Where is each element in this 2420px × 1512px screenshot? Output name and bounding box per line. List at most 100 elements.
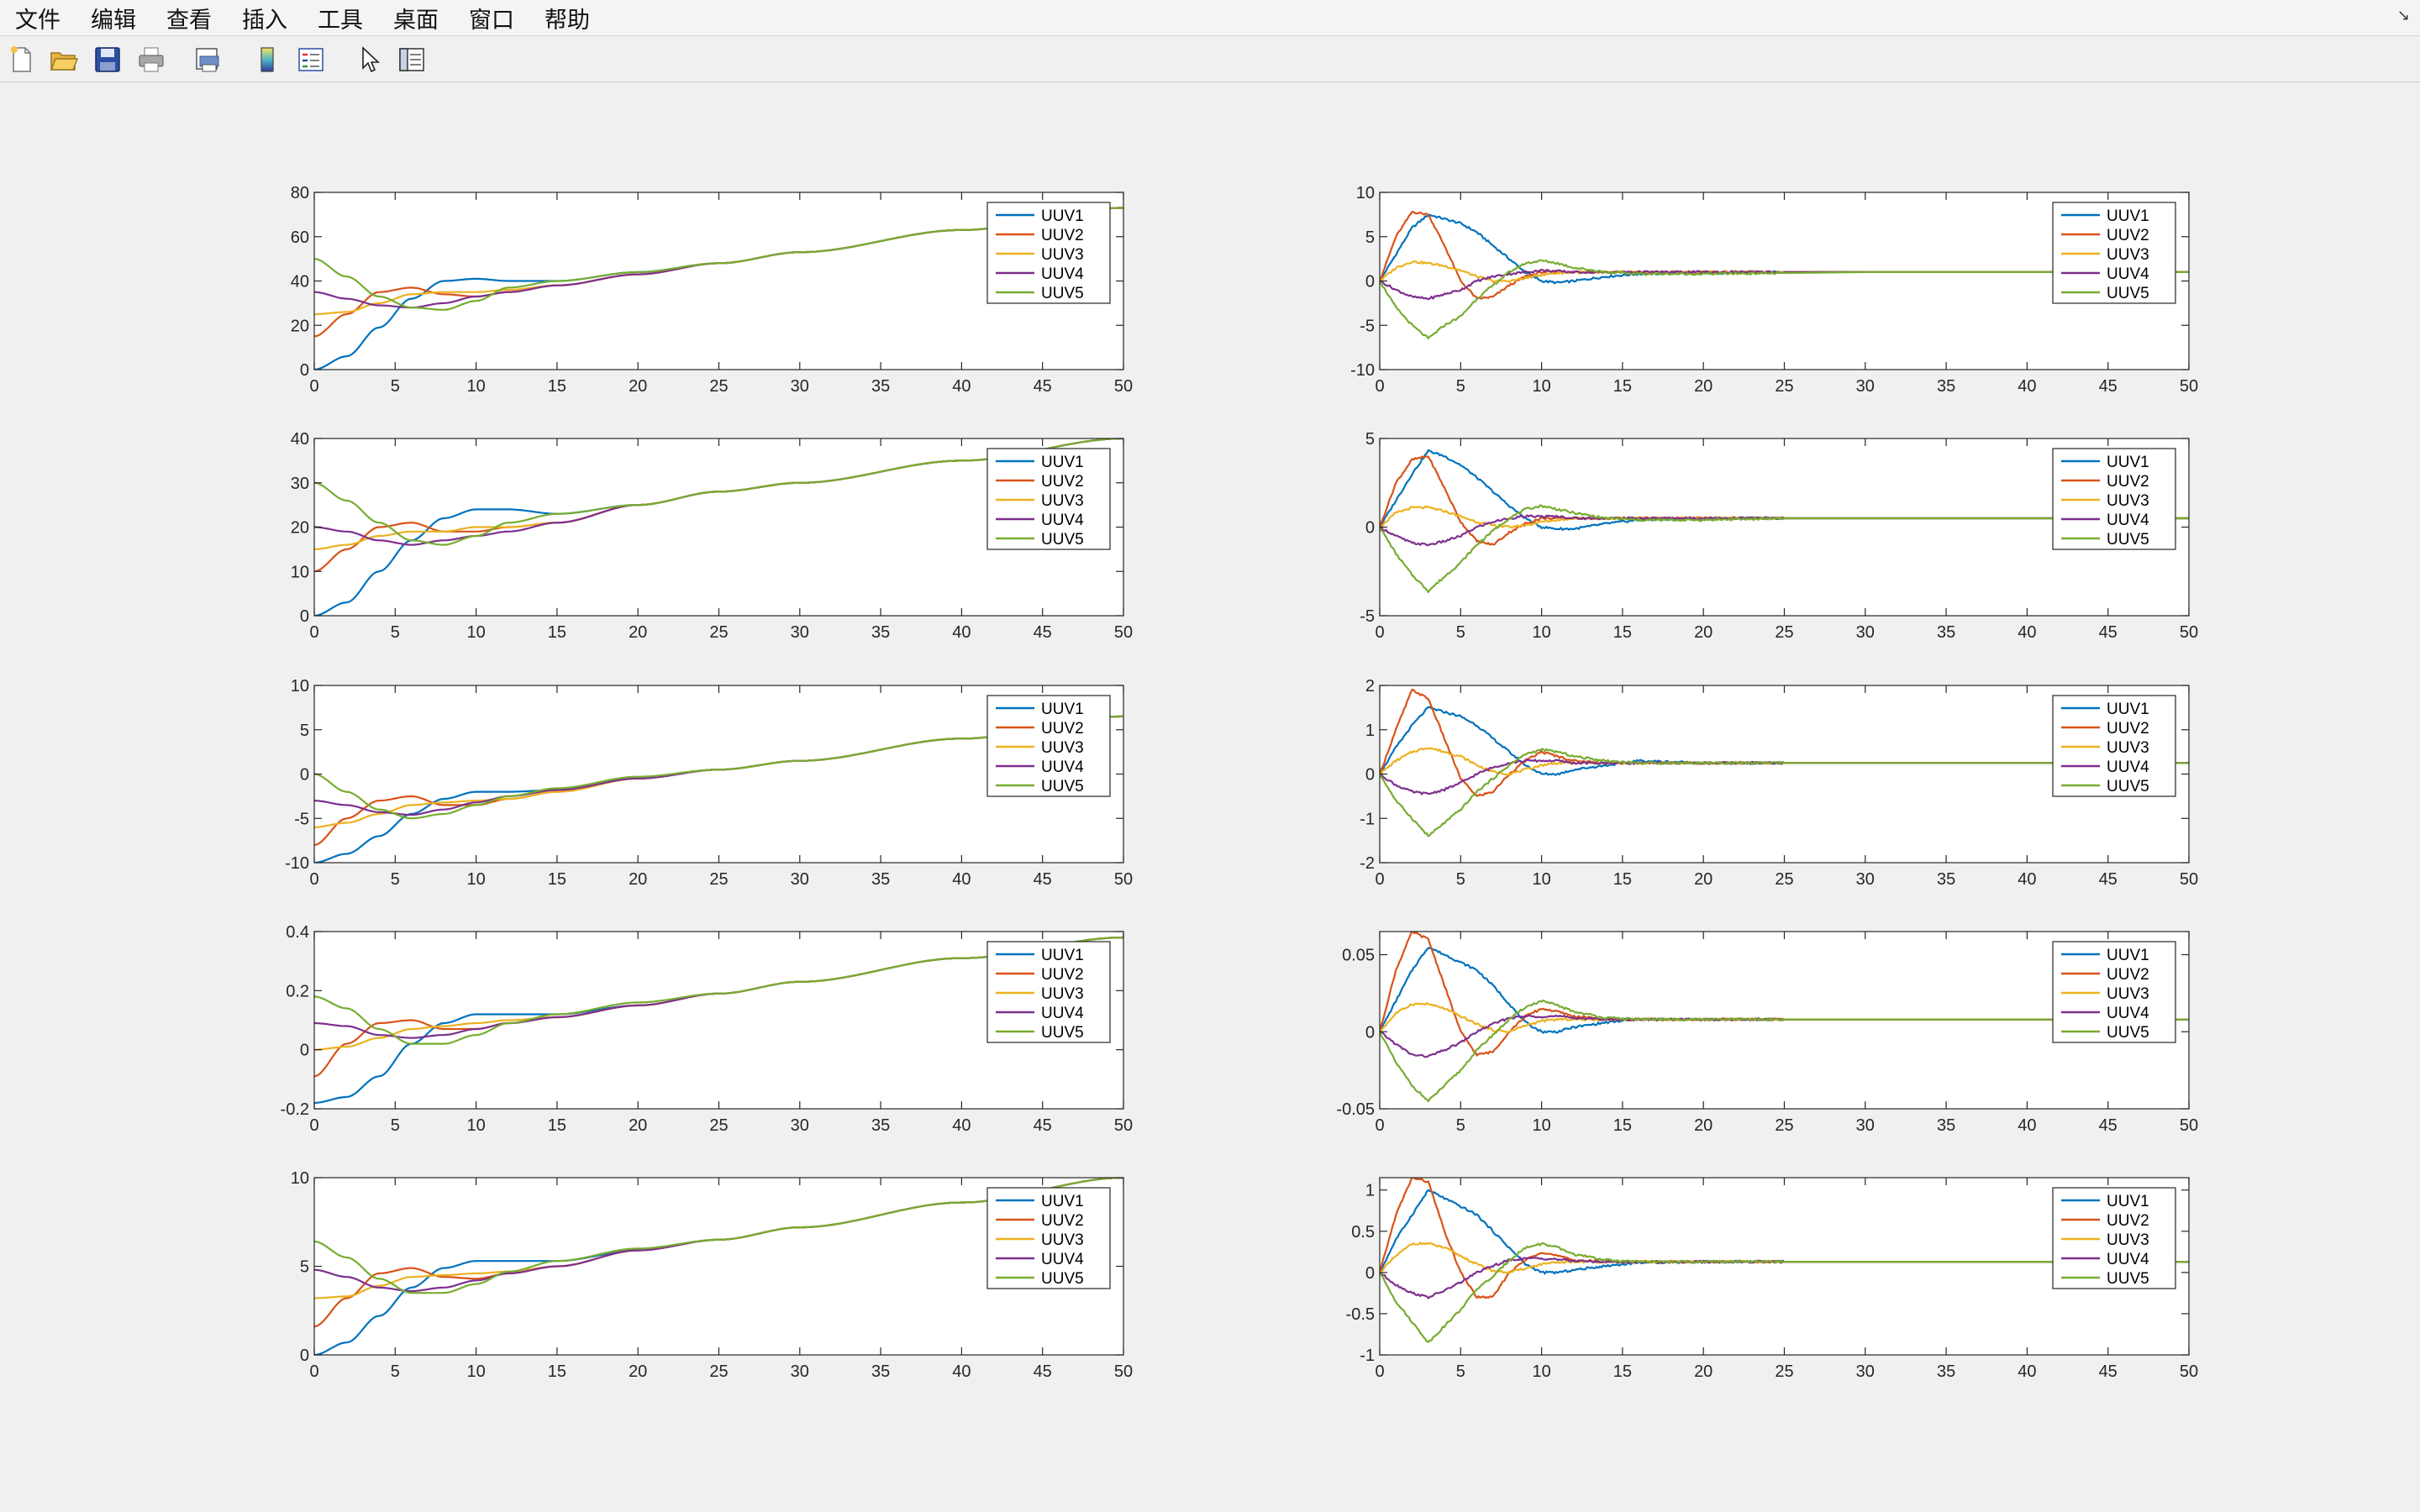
menu-insert[interactable]: 插入 — [242, 7, 287, 34]
x-tick-label: 25 — [1775, 623, 1793, 642]
x-tick-label: 25 — [1775, 1116, 1793, 1135]
legend-label: UUV1 — [1041, 207, 1084, 225]
x-tick-label: 20 — [629, 870, 647, 889]
x-tick-label: 35 — [1937, 870, 1955, 889]
x-tick-label: 15 — [1613, 870, 1632, 889]
y-tick-label: 0 — [1365, 1023, 1375, 1042]
x-tick-label: 35 — [871, 1362, 890, 1381]
y-tick-label: 5 — [1365, 228, 1375, 247]
pointer-icon[interactable] — [355, 45, 385, 75]
print-icon[interactable] — [136, 45, 166, 75]
x-tick-label: 5 — [1456, 1116, 1465, 1135]
y-tick-label: 0.2 — [286, 982, 309, 1000]
figure-canvas[interactable]: 0 5 10 15 20 25 30 35 40 45 50020406080UUV1UUV2UUV… — [0, 82, 2420, 1512]
y-tick-label: 5 — [300, 722, 309, 740]
legend-label: UUV2 — [2107, 473, 2149, 491]
legend-label: UUV4 — [2107, 265, 2149, 283]
x-tick-label: 0 — [309, 377, 318, 396]
x-tick-label: 20 — [629, 1362, 647, 1381]
subplot-6[interactable]: 0 5 10 15 20 25 30 35 40 45 50-2-1012UUV1UUV2UUV3U… — [1360, 677, 2198, 889]
x-tick-label: 30 — [791, 870, 809, 889]
x-tick-label: 45 — [2099, 870, 2118, 889]
y-tick-label: -10 — [1350, 361, 1375, 380]
x-tick-label: 40 — [952, 870, 971, 889]
undock-icon[interactable]: ↘ — [2396, 7, 2410, 24]
x-tick-label: 15 — [1613, 1116, 1632, 1135]
x-tick-label: 5 — [391, 1362, 400, 1381]
x-tick-label: 50 — [2180, 1116, 2198, 1135]
legend-label: UUV2 — [1041, 227, 1084, 244]
subplot-7[interactable]: 0 5 10 15 20 25 30 35 40 45 50-0.200.20.4UUV1UUV2U… — [281, 923, 1134, 1135]
colorbar-icon[interactable] — [252, 45, 282, 75]
menu-desktop[interactable]: 桌面 — [393, 7, 439, 34]
open-folder-icon[interactable] — [49, 45, 79, 75]
legend-label: UUV3 — [1041, 985, 1084, 1003]
legend-label: UUV3 — [1041, 246, 1084, 264]
y-tick-label: 5 — [1365, 430, 1375, 449]
x-tick-label: 40 — [952, 1362, 971, 1381]
legend-label: UUV3 — [2107, 985, 2149, 1003]
subplot-5[interactable]: 0 5 10 15 20 25 30 35 40 45 50-10-50510UUV1UUV2UUV… — [285, 677, 1133, 889]
print-preview-icon[interactable] — [192, 45, 222, 75]
x-tick-label: 50 — [1114, 623, 1133, 642]
legend-label: UUV3 — [2107, 739, 2149, 757]
x-tick-label: 5 — [391, 623, 400, 642]
menu-view[interactable]: 查看 — [166, 7, 212, 34]
y-tick-label: 10 — [291, 563, 309, 581]
x-tick-label: 20 — [629, 377, 647, 396]
x-tick-label: 0 — [1375, 1116, 1384, 1135]
x-tick-label: 25 — [709, 1362, 728, 1381]
menu-file[interactable]: 文件 — [15, 7, 60, 34]
legend-icon[interactable] — [296, 45, 326, 75]
x-tick-label: 5 — [1456, 623, 1465, 642]
x-tick-label: 20 — [1694, 870, 1712, 889]
menu-window[interactable]: 窗口 — [469, 7, 514, 34]
new-figure-icon[interactable] — [7, 45, 37, 75]
x-tick-label: 50 — [2180, 1362, 2198, 1381]
x-tick-label: 35 — [1937, 1362, 1955, 1381]
menu-edit[interactable]: 编辑 — [91, 7, 136, 34]
subplot-2[interactable]: 0 5 10 15 20 25 30 35 40 45 50-10-50510UUV1UUV2UUV… — [1350, 184, 2198, 396]
x-tick-label: 0 — [1375, 870, 1384, 889]
x-tick-label: 0 — [1375, 1362, 1384, 1381]
y-tick-label: -5 — [1360, 607, 1375, 626]
x-tick-label: 15 — [548, 1116, 566, 1135]
x-tick-label: 40 — [952, 377, 971, 396]
x-tick-label: 15 — [1613, 623, 1632, 642]
subplot-4[interactable]: 0 5 10 15 20 25 30 35 40 45 50-505UUV1UUV2UUV3UUV4… — [1360, 430, 2198, 642]
legend-label: UUV3 — [1041, 739, 1084, 757]
subplot-10[interactable]: 0 5 10 15 20 25 30 35 40 45 50-1-0.500.51UUV1UUV2U… — [1346, 1177, 2199, 1381]
x-tick-label: 30 — [791, 1362, 809, 1381]
menu-tools[interactable]: 工具 — [318, 7, 363, 34]
y-tick-label: 40 — [291, 273, 309, 291]
save-icon[interactable] — [92, 45, 123, 75]
subplot-3[interactable]: 0 5 10 15 20 25 30 35 40 45 50010203040UUV1UUV2UUV… — [291, 430, 1133, 642]
x-tick-label: 50 — [1114, 870, 1133, 889]
x-tick-label: 45 — [1034, 623, 1052, 642]
menu-help[interactable]: 帮助 — [544, 7, 590, 34]
legend-label: UUV5 — [1041, 285, 1084, 302]
y-tick-label: 60 — [291, 228, 309, 247]
subplot-1[interactable]: 0 5 10 15 20 25 30 35 40 45 50020406080UUV1UUV2UUV… — [291, 184, 1133, 396]
property-editor-icon[interactable] — [397, 45, 427, 75]
legend-label: UUV5 — [2107, 1024, 2149, 1042]
y-tick-label: 0 — [300, 1042, 309, 1060]
x-tick-label: 45 — [1034, 1116, 1052, 1135]
legend-label: UUV4 — [2107, 1005, 2149, 1022]
legend-label: UUV1 — [2107, 1193, 2149, 1210]
x-tick-label: 5 — [391, 377, 400, 396]
legend-label: UUV5 — [2107, 1270, 2149, 1288]
y-tick-label: 0 — [1365, 766, 1375, 785]
